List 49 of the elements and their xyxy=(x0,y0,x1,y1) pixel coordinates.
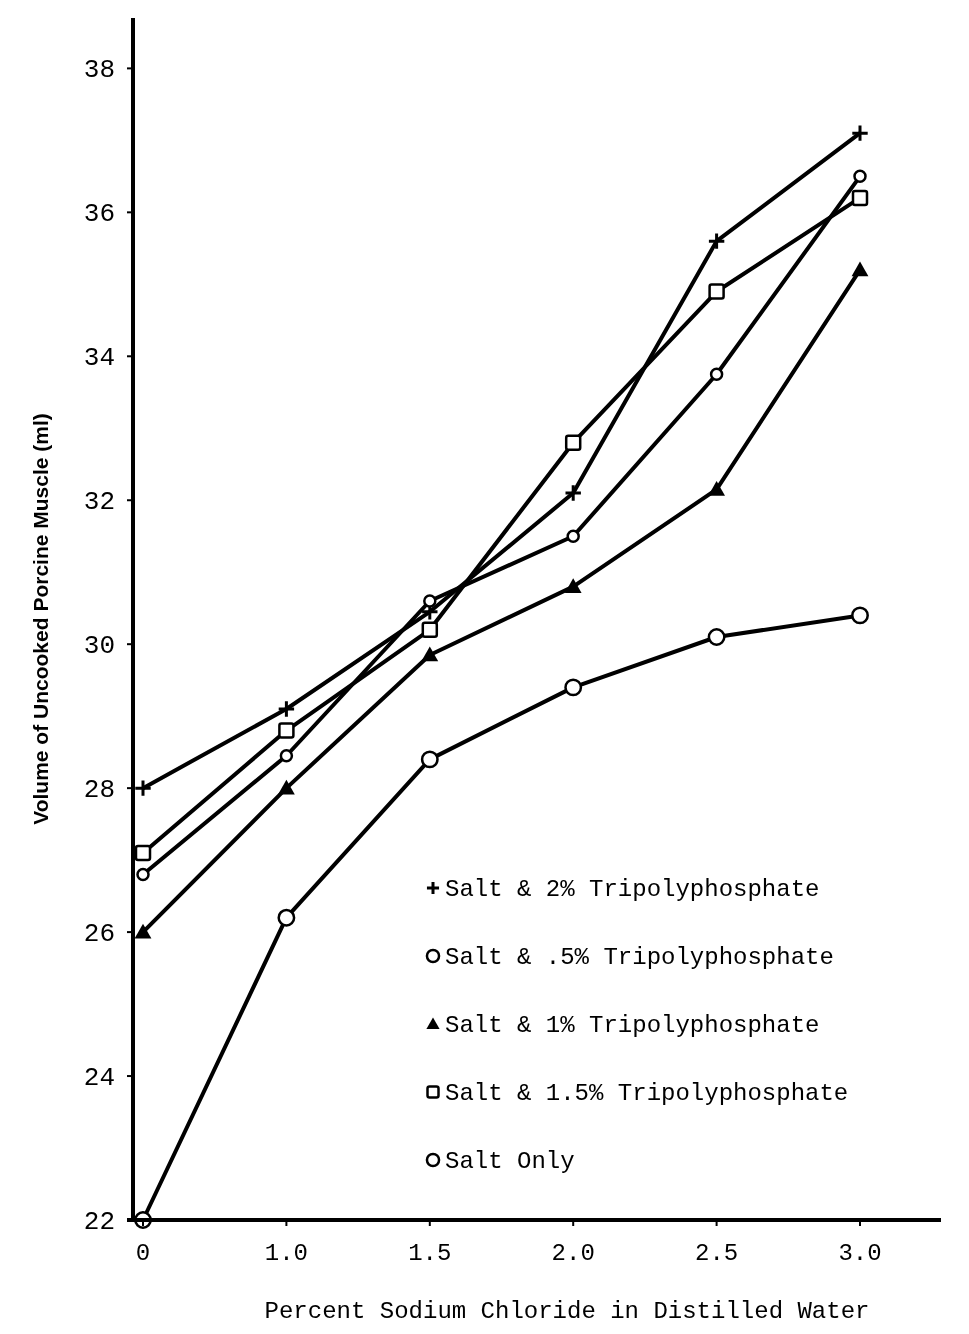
legend-label: Salt & 1% Tripolyphosphate xyxy=(445,1012,820,1040)
x-tick-label: 2.0 xyxy=(551,1240,595,1267)
point xyxy=(421,621,439,639)
point xyxy=(851,606,869,625)
point xyxy=(709,367,724,382)
y-tick-label: 22 xyxy=(83,1207,115,1238)
point xyxy=(850,123,870,143)
legend-label: Salt & 2% Tripolyphosphate xyxy=(445,876,820,904)
legend-label: Salt & 1.5% Tripolyphosphate xyxy=(445,1080,849,1108)
point xyxy=(708,283,725,300)
legend-label: Salt Only xyxy=(445,1148,575,1176)
point xyxy=(851,261,869,277)
x-tick-label: 2.5 xyxy=(694,1240,739,1267)
point xyxy=(134,844,152,862)
point xyxy=(566,529,580,543)
y-tick-label: 36 xyxy=(83,199,115,230)
point xyxy=(708,481,725,496)
point xyxy=(851,189,869,207)
point xyxy=(853,169,867,184)
point xyxy=(564,578,582,593)
point xyxy=(707,231,726,251)
y-tick-label: 32 xyxy=(83,487,115,518)
point xyxy=(136,867,150,882)
x-tick-label: 1.0 xyxy=(264,1240,309,1267)
y-tick-label: 26 xyxy=(83,919,115,950)
legend-label: Salt & .5% Tripolyphosphate xyxy=(445,944,834,972)
point xyxy=(564,483,583,503)
point xyxy=(564,434,582,451)
point xyxy=(421,646,439,662)
y-tick-label: 28 xyxy=(83,775,115,806)
point xyxy=(420,750,439,769)
y-tick-label: 38 xyxy=(83,55,115,86)
point xyxy=(278,722,295,739)
point xyxy=(278,779,295,795)
y-tick-label: 30 xyxy=(83,631,115,662)
y-tick-label: 24 xyxy=(83,1063,115,1094)
y-axis-title: Volume of Uncooked Porcine Muscle (ml) xyxy=(29,413,52,825)
x-tick-label: 0 xyxy=(135,1240,151,1267)
point xyxy=(707,628,726,646)
point xyxy=(564,678,583,697)
point xyxy=(134,923,152,939)
x-tick-label: 1.5 xyxy=(408,1240,452,1267)
point xyxy=(277,699,296,719)
x-tick-label: 3.0 xyxy=(838,1240,882,1267)
x-axis-title: Percent Sodium Chloride in Distilled Water xyxy=(264,1298,870,1325)
point xyxy=(277,908,296,927)
point xyxy=(423,594,437,608)
y-tick-label: 34 xyxy=(83,343,115,374)
point xyxy=(279,749,294,763)
